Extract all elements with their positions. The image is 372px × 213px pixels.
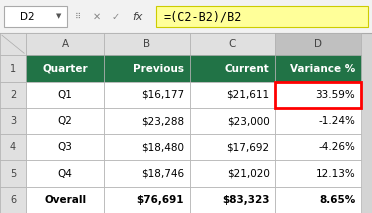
Bar [275, 55, 361, 82]
Text: 6: 6 [10, 195, 16, 205]
Bar [0, 134, 26, 160]
Text: ▼: ▼ [56, 13, 61, 20]
Bar [190, 82, 275, 108]
Bar [275, 33, 361, 55]
Text: Previous: Previous [133, 63, 184, 73]
Bar [104, 134, 190, 160]
Bar [275, 82, 361, 108]
Text: $18,746: $18,746 [141, 169, 184, 178]
Bar [26, 187, 104, 213]
Bar [104, 187, 190, 213]
Text: Q1: Q1 [58, 90, 73, 100]
Bar [190, 134, 275, 160]
Text: $21,020: $21,020 [227, 169, 270, 178]
Bar [190, 55, 275, 82]
Text: $23,288: $23,288 [141, 116, 184, 126]
Bar [275, 160, 361, 187]
Text: ✕: ✕ [93, 12, 101, 22]
Text: $76,691: $76,691 [137, 195, 184, 205]
Bar [26, 82, 104, 108]
Text: =(C2-B2)/B2: =(C2-B2)/B2 [164, 10, 242, 23]
Bar [104, 160, 190, 187]
Text: -4.26%: -4.26% [318, 142, 355, 152]
Text: $83,323: $83,323 [222, 195, 270, 205]
Bar [0, 160, 26, 187]
Text: Quarter: Quarter [42, 63, 88, 73]
Bar [190, 187, 275, 213]
Text: ✓: ✓ [111, 12, 119, 22]
Text: D: D [314, 39, 322, 49]
Text: 2: 2 [10, 90, 16, 100]
Bar [0, 55, 26, 82]
Bar [26, 33, 104, 55]
Bar [104, 108, 190, 134]
Bar [275, 82, 361, 108]
Text: 4: 4 [10, 142, 16, 152]
Bar [156, 6, 368, 27]
Bar [275, 134, 361, 160]
Text: $21,611: $21,611 [227, 90, 270, 100]
Bar [0, 82, 26, 108]
Text: $23,000: $23,000 [227, 116, 270, 126]
Text: C: C [229, 39, 236, 49]
Bar [104, 55, 190, 82]
Bar [4, 6, 67, 27]
Text: 1: 1 [10, 63, 16, 73]
Bar [190, 160, 275, 187]
Text: Overall: Overall [44, 195, 86, 205]
Text: Q4: Q4 [58, 169, 73, 178]
Text: Q3: Q3 [58, 142, 73, 152]
Text: $17,692: $17,692 [227, 142, 270, 152]
Text: B: B [143, 39, 151, 49]
Bar [104, 82, 190, 108]
Text: 33.59%: 33.59% [315, 90, 355, 100]
Text: ⠿: ⠿ [75, 12, 81, 21]
Text: $18,480: $18,480 [141, 142, 184, 152]
Text: -1.24%: -1.24% [318, 116, 355, 126]
Bar [0, 108, 26, 134]
Bar [26, 55, 104, 82]
Text: fx: fx [132, 12, 143, 22]
Text: 8.65%: 8.65% [319, 195, 355, 205]
Bar [275, 187, 361, 213]
Bar [0, 33, 26, 55]
Text: Q2: Q2 [58, 116, 73, 126]
Bar [190, 108, 275, 134]
Bar [275, 108, 361, 134]
Bar [26, 134, 104, 160]
Bar [26, 160, 104, 187]
Bar [0, 187, 26, 213]
Text: 12.13%: 12.13% [315, 169, 355, 178]
Bar [104, 33, 190, 55]
Text: Variance %: Variance % [290, 63, 355, 73]
Bar [26, 108, 104, 134]
Bar [190, 33, 275, 55]
Bar [0, 0, 372, 33]
Text: A: A [61, 39, 69, 49]
Text: 5: 5 [10, 169, 16, 178]
Text: 3: 3 [10, 116, 16, 126]
Text: Current: Current [225, 63, 270, 73]
Text: D2: D2 [20, 12, 35, 22]
Text: $16,177: $16,177 [141, 90, 184, 100]
